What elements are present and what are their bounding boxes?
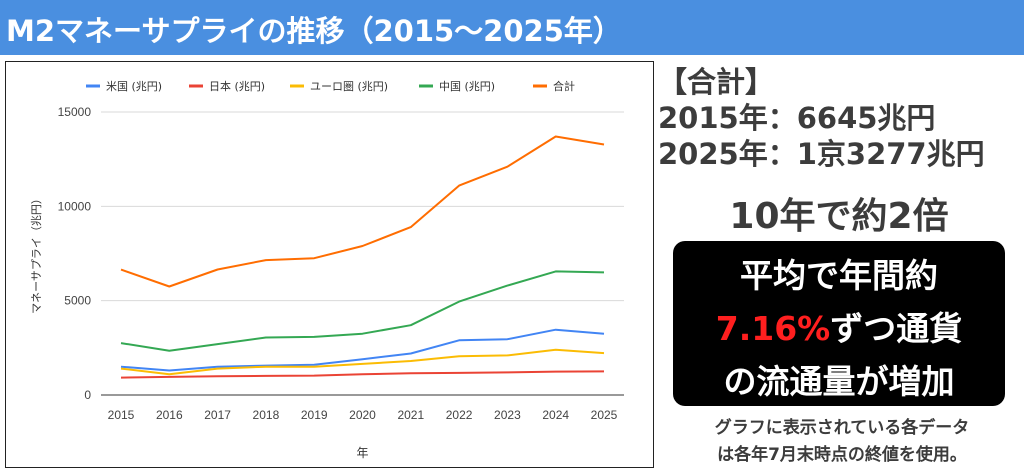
headline-doubling: 10年で約2倍 — [729, 196, 949, 237]
series-line — [120, 328, 605, 372]
callout-line2: 7.16%ずつ通貨 — [673, 302, 1005, 350]
x-tick-label: 2017 — [204, 408, 231, 422]
x-tick-label: 2022 — [446, 408, 473, 422]
series-line — [120, 270, 605, 352]
callout-line2-rest: ずつ通貨 — [830, 309, 963, 348]
callout-line3: の流通量が増加 — [723, 362, 955, 401]
y-axis-title: マネーサプライ（兆円） — [30, 193, 43, 314]
y-tick-label: 0 — [84, 388, 91, 402]
callout-line1: 平均で年間約 — [740, 256, 938, 295]
series-line — [120, 348, 605, 376]
y-tick-label: 15000 — [58, 105, 92, 119]
legend-label: 米国 (兆円) — [106, 80, 162, 93]
legend-label: ユーロ圏 (兆円) — [310, 80, 388, 93]
series-line — [120, 370, 605, 379]
x-tick-label: 2021 — [397, 408, 424, 422]
x-tick-label: 2024 — [542, 408, 569, 422]
y-tick-label: 5000 — [64, 294, 91, 308]
x-tick-label: 2023 — [494, 408, 521, 422]
series-line — [120, 135, 605, 288]
note-line1: グラフに表示されている各データ — [714, 418, 970, 438]
note-line2: は各年7月末時点の終値を使用。 — [717, 445, 967, 465]
x-tick-label: 2025 — [591, 408, 618, 422]
legend-label: 日本 (兆円) — [209, 79, 265, 93]
callout-box: 平均で年間約 7.16%ずつ通貨 の流通量が増加 — [673, 241, 1005, 406]
x-tick-label: 2020 — [349, 408, 376, 422]
x-axis-title: 年 — [356, 446, 368, 460]
y-tick-label: 10000 — [58, 199, 92, 213]
chart-panel: 0 5000 10000 15000 2015 2016 2017 2018 2019 2020 2… — [5, 61, 654, 468]
callout-rate: 7.16% — [715, 309, 831, 348]
legend-label: 合計 — [553, 79, 575, 93]
summary-heading: 【合計】 — [658, 65, 775, 99]
legend-label: 中国 (兆円) — [439, 80, 495, 93]
summary-2025: 2025年：1京3277兆円 — [658, 137, 985, 171]
x-tick-label: 2018 — [253, 408, 280, 422]
header-bar: M2マネーサプライの推移（2015〜2025年） — [0, 0, 1024, 55]
x-tick-label: 2015 — [108, 408, 135, 422]
summary-2015: 2015年：6645兆円 — [658, 101, 936, 135]
line-chart: 0 5000 10000 15000 2015 2016 2017 2018 2019 2020 2… — [30, 79, 624, 460]
page-title: M2マネーサプライの推移（2015〜2025年） — [6, 14, 622, 48]
x-tick-label: 2016 — [156, 408, 183, 422]
x-tick-label: 2019 — [301, 408, 328, 422]
